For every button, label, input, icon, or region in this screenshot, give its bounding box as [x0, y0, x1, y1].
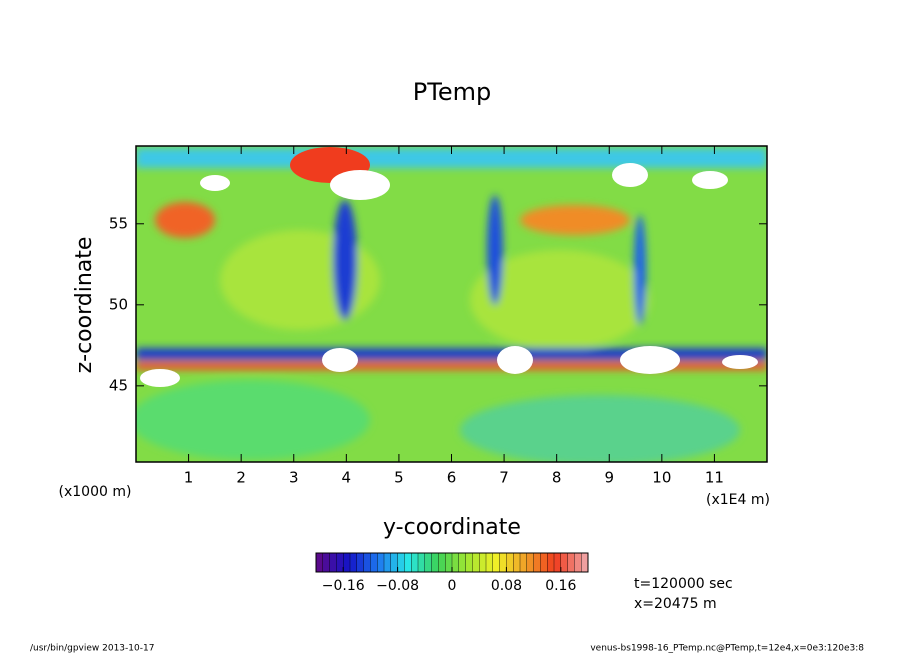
y-tick-label: 45	[109, 376, 128, 394]
colorbar-cell	[506, 552, 514, 573]
colorbar-cell	[526, 552, 535, 573]
colorbar-cell	[424, 552, 433, 573]
colorbar-tick-label: 0.16	[545, 578, 576, 594]
colorbar-tick-label: −0.16	[322, 578, 365, 594]
field	[136, 146, 767, 462]
colorbar-cell	[417, 552, 426, 573]
colorbar-cell	[492, 552, 501, 573]
colorbar-tick-label: −0.08	[376, 578, 419, 594]
colorbar-cell	[322, 552, 331, 573]
x-unit: (x1E4 m)	[706, 492, 770, 508]
colorbar-cell	[547, 552, 555, 573]
colorbar-cell	[411, 552, 419, 573]
colorbar-cell	[479, 552, 487, 573]
colorbar-cell	[349, 552, 358, 573]
colorbar-cell	[370, 552, 378, 573]
x-tick-label: 5	[394, 469, 404, 487]
colorbar-cell	[390, 552, 399, 573]
colorbar-cell	[445, 552, 453, 573]
colorbar-cell	[451, 552, 460, 573]
footer: venus-bs1998-16_PTemp.nc@PTemp,t=12e4,x=…	[590, 644, 864, 654]
colorbar-cell	[397, 552, 405, 573]
colorbar-cell	[438, 552, 446, 573]
colorbar-cell	[377, 552, 385, 573]
colorbar-cell	[540, 552, 548, 573]
colorbar-cell	[383, 552, 392, 573]
colorbar-cell	[567, 552, 575, 573]
colorbar-cell	[356, 552, 365, 573]
y-axis-label: z-coordinate	[72, 237, 97, 374]
colorbar-cell	[553, 552, 562, 573]
colorbar-cell	[560, 552, 569, 573]
colorbar-cell	[404, 552, 412, 573]
y-tick-label: 55	[109, 214, 128, 232]
chart-title: PTemp	[413, 78, 491, 106]
colorbar-cell	[499, 552, 507, 573]
colorbar-cell	[458, 552, 467, 573]
colorbar-cell	[519, 552, 528, 573]
x-tick-label: 7	[499, 469, 509, 487]
x-axis-label: y-coordinate	[383, 515, 521, 540]
colorbar-cell	[465, 552, 473, 573]
colorbar-cell	[315, 552, 324, 573]
x-tick-label: 10	[652, 469, 671, 487]
x-tick-label: 4	[342, 469, 352, 487]
footer: /usr/bin/gpview 2013-10-17	[30, 644, 154, 654]
y-unit: (x1000 m)	[59, 484, 132, 500]
x-tick-label: 3	[289, 469, 299, 487]
colorbar-cell	[533, 552, 541, 573]
colorbar-cell	[513, 552, 521, 573]
annotation: x=20475 m	[634, 596, 717, 612]
colorbar-cell	[581, 552, 589, 573]
x-tick-label: 11	[705, 469, 724, 487]
colorbar-cell	[431, 552, 439, 573]
annotation: t=120000 sec	[634, 576, 733, 592]
colorbar-cell	[343, 552, 351, 573]
x-tick-label: 6	[447, 469, 457, 487]
colorbar-cell	[363, 552, 371, 573]
colorbar-tick-label: 0.08	[491, 578, 522, 594]
x-tick-label: 2	[236, 469, 246, 487]
x-tick-label: 1	[184, 469, 194, 487]
colorbar-tick-label: 0	[448, 578, 457, 594]
colorbar-cell	[329, 552, 337, 573]
colorbar-cell	[485, 552, 494, 573]
colorbar-cell	[472, 552, 480, 573]
colorbar-cell	[336, 552, 344, 573]
y-tick-label: 50	[109, 295, 128, 313]
x-tick-label: 9	[604, 469, 614, 487]
colorbar-cell	[574, 552, 582, 573]
x-tick-label: 8	[552, 469, 562, 487]
